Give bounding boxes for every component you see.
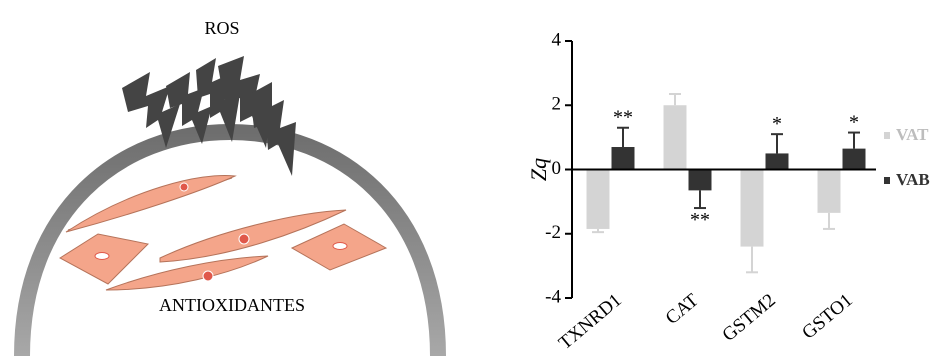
bar <box>587 170 610 229</box>
bar <box>612 147 635 169</box>
lightning-bolts <box>122 56 296 176</box>
bar <box>741 170 764 247</box>
x-tick-label: CAT <box>662 289 703 328</box>
error-bar <box>848 133 860 149</box>
y-tick-label: 0 <box>552 158 562 179</box>
significance-label: ** <box>613 107 633 129</box>
legend-swatch <box>884 132 890 139</box>
legend-label: VAB <box>896 170 930 189</box>
error-bar <box>771 134 783 153</box>
significance-label: * <box>849 112 859 134</box>
x-tick-label: GSTO1 <box>798 290 857 344</box>
error-bar <box>617 128 629 147</box>
cells <box>60 175 386 290</box>
figure: ROS ANTIOXIDANTES -4-2024Zq**TXNRD1**CAT… <box>0 0 948 356</box>
error-bar <box>694 190 706 208</box>
bar <box>843 149 866 170</box>
y-axis-label: Zq <box>526 158 551 181</box>
error-bar <box>746 247 758 273</box>
error-bar <box>592 229 604 232</box>
y-tick-label: -2 <box>545 222 561 243</box>
error-bar <box>823 213 835 229</box>
ros-label: ROS <box>204 18 239 38</box>
y-tick-label: 4 <box>552 29 562 50</box>
bar <box>818 170 841 213</box>
antioxidants-label: ANTIOXIDANTES <box>159 295 305 315</box>
y-tick-label: -4 <box>545 286 561 307</box>
x-tick-label: GSTM2 <box>718 290 779 346</box>
bar <box>766 153 789 169</box>
bar <box>664 105 687 169</box>
y-tick-label: 2 <box>552 94 562 115</box>
bar <box>689 170 712 191</box>
significance-label: ** <box>690 209 710 231</box>
illustration: ROS ANTIOXIDANTES <box>22 18 438 356</box>
legend-swatch <box>884 177 890 184</box>
error-bar <box>669 94 681 105</box>
significance-label: * <box>772 113 782 135</box>
legend-label: VAT <box>896 125 929 144</box>
x-tick-label: TXNRD1 <box>555 290 626 354</box>
